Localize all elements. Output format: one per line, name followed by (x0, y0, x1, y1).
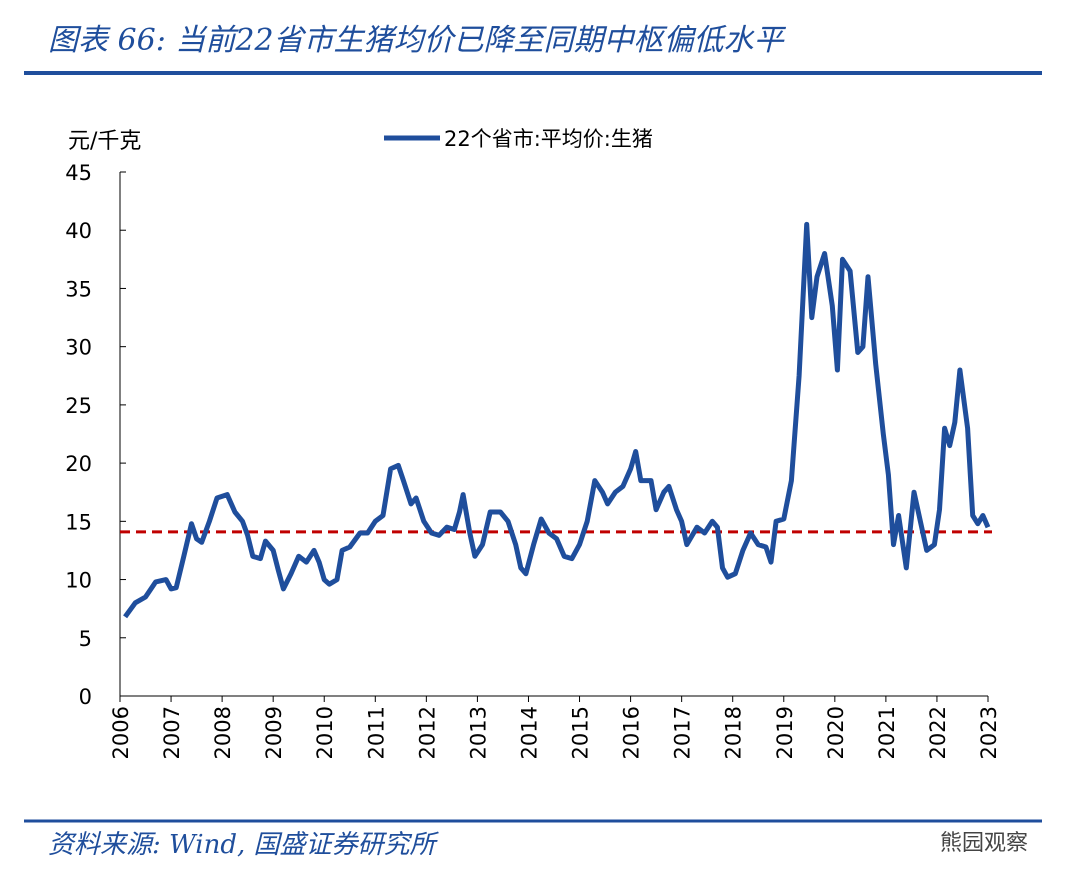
y-tick-label: 0 (79, 685, 92, 709)
y-tick-label: 10 (65, 569, 92, 593)
x-tick-label: 2013 (466, 706, 490, 759)
x-tick-label: 2006 (109, 706, 133, 759)
watermark: 熊园观察 (940, 831, 1028, 856)
x-tick-label: 2023 (977, 706, 1001, 759)
x-tick-label: 2011 (364, 706, 388, 759)
line-series (123, 221, 991, 619)
source-note: 资料来源: Wind, 国盛证券研究所 (48, 830, 440, 860)
x-tick-label: 2018 (722, 706, 746, 759)
y-axis-label: 元/千克 (68, 129, 141, 154)
x-tick-label: 2007 (160, 706, 184, 759)
chart-title: 图表 66: 当前22省市生猪均价已降至同期中枢偏低水平 (48, 23, 787, 58)
x-tick-label: 2012 (415, 706, 439, 759)
x-tick-label: 2021 (875, 706, 899, 759)
y-tick-label: 30 (65, 336, 92, 360)
y-tick-label: 20 (65, 452, 92, 476)
x-tick-label: 2016 (620, 706, 644, 759)
x-tick-label: 2008 (211, 706, 235, 759)
x-tick-label: 2019 (773, 706, 797, 759)
y-tick-label: 40 (65, 219, 92, 243)
y-tick-label: 15 (65, 510, 92, 534)
y-tick-label: 45 (65, 161, 92, 185)
x-tick-label: 2017 (671, 706, 695, 759)
x-tick-label: 2022 (926, 706, 950, 759)
x-tick-label: 2015 (569, 706, 593, 759)
y-tick-label: 35 (65, 277, 92, 301)
y-tick-label: 5 (79, 627, 92, 651)
legend-label: 22个省市:平均价:生猪 (444, 127, 653, 151)
x-tick-label: 2020 (824, 706, 848, 759)
x-tick-label: 2010 (313, 706, 337, 759)
x-tick-label: 2014 (517, 706, 541, 759)
x-tick-label: 2009 (262, 706, 286, 759)
y-tick-label: 25 (65, 394, 92, 418)
